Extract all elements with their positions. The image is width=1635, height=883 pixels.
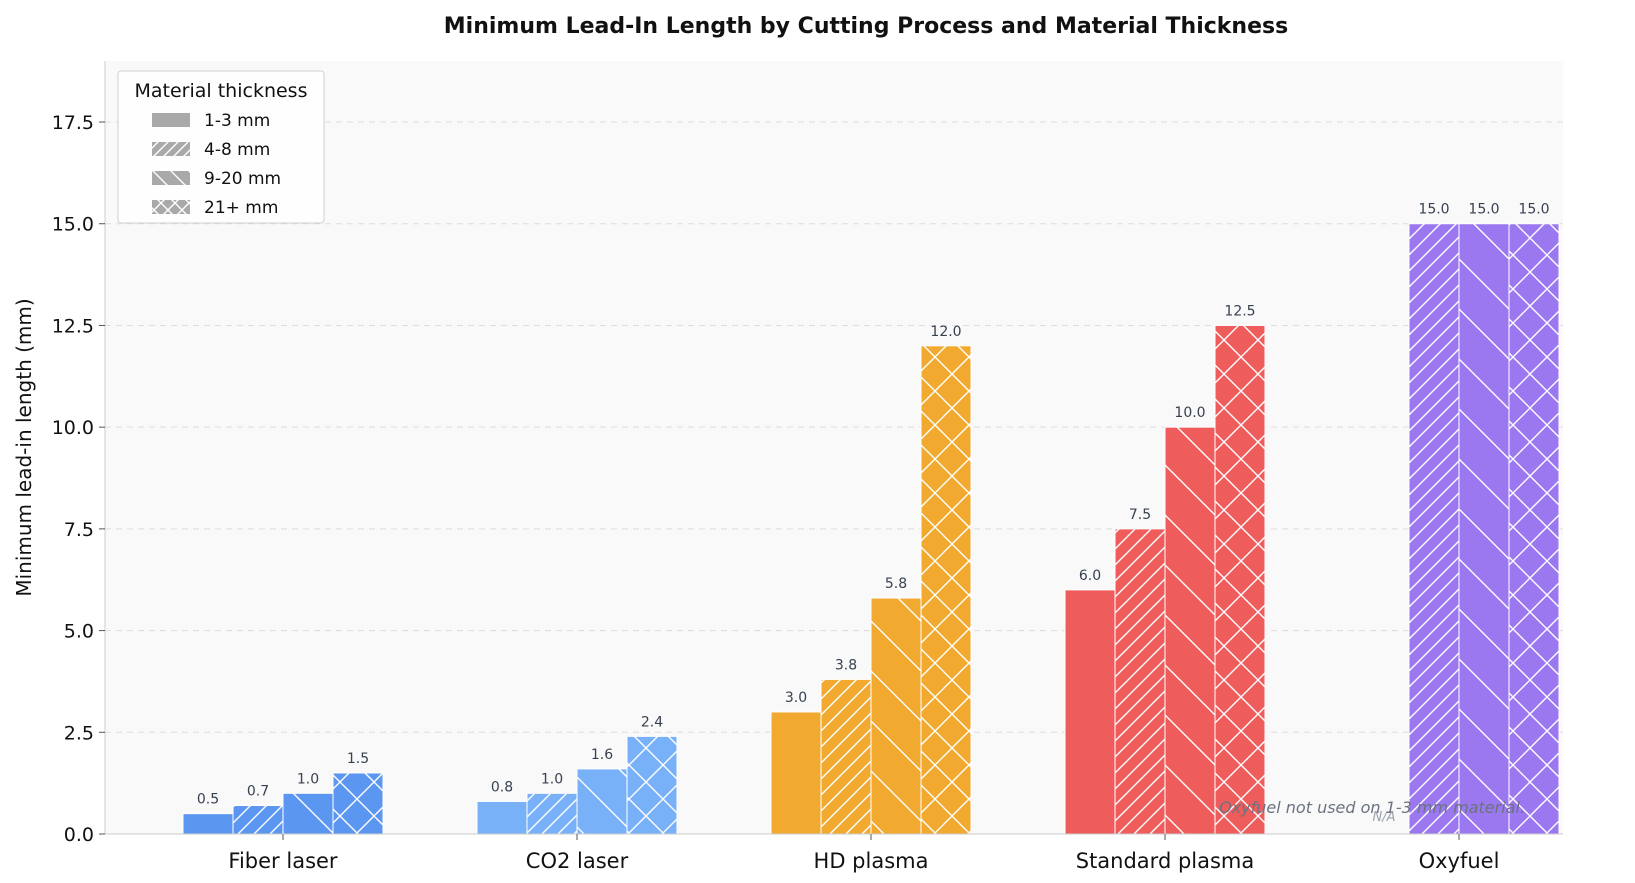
bar-hatch <box>921 345 971 834</box>
y-tick-label: 5.0 <box>64 621 94 643</box>
bar-hatch <box>333 772 383 834</box>
bar-value-label: 0.8 <box>491 779 513 795</box>
bar-value-label: 1.0 <box>541 771 563 787</box>
x-tick-label: HD plasma <box>814 849 929 873</box>
y-tick-label: 15.0 <box>52 214 94 236</box>
chart-title: Minimum Lead-In Length by Cutting Proces… <box>444 14 1288 39</box>
legend-swatch-hatch <box>152 142 190 156</box>
bar-value-label: 10.0 <box>1174 405 1205 421</box>
bar-value-label: 15.0 <box>1468 202 1499 218</box>
legend-swatch-hatch <box>152 171 190 185</box>
bar-hatch <box>233 805 283 834</box>
bar-hatch <box>1115 528 1165 834</box>
y-tick-label: 17.5 <box>52 112 94 134</box>
bar-value-label: 1.6 <box>591 747 613 763</box>
bar-value-label: 1.0 <box>297 771 319 787</box>
bar-hatch <box>577 768 627 834</box>
x-axis-ticks: Fiber laser CO2 laser HD plasma Standard pl… <box>228 834 1499 873</box>
bar-value-label: 15.0 <box>1418 202 1449 218</box>
bar <box>477 801 527 834</box>
bar-value-label: 5.8 <box>885 576 907 592</box>
bar-value-label: 0.7 <box>247 784 269 800</box>
legend-swatch <box>152 113 190 127</box>
bars <box>182 223 1560 835</box>
bar-hatch <box>527 793 577 834</box>
legend: Material thickness 1-3 mm 4-8 mm 9-20 mm 21… <box>117 70 325 224</box>
bar-hatch <box>1409 223 1459 835</box>
bar-value-label: 1.5 <box>347 751 369 767</box>
annotation-note: Oxyfuel not used on 1-3 mm material. <box>1219 798 1525 817</box>
x-tick-label: Standard plasma <box>1076 849 1255 873</box>
y-axis-label: Minimum lead-in length (mm) <box>12 298 36 596</box>
bar <box>771 711 821 834</box>
bar <box>183 813 233 834</box>
bar-value-label: 12.0 <box>930 324 961 340</box>
bar-value-label: 3.0 <box>785 690 807 706</box>
bar-value-label: 6.0 <box>1079 568 1101 584</box>
bar <box>1065 589 1115 834</box>
missing-value-label: N/A <box>1373 810 1396 825</box>
legend-label: 21+ mm <box>204 198 278 218</box>
bar-hatch <box>1215 325 1265 834</box>
y-tick-label: 0.0 <box>64 824 94 846</box>
bar-hatch <box>627 736 677 834</box>
bar-hatch <box>1509 223 1559 835</box>
y-tick-label: 7.5 <box>64 519 94 541</box>
legend-title: Material thickness <box>135 80 308 102</box>
bar-value-label: 2.4 <box>641 714 663 730</box>
legend-swatch-hatch <box>152 200 190 214</box>
bar-hatch <box>1459 223 1509 835</box>
x-tick-label: Fiber laser <box>228 849 338 873</box>
bar-value-label: 12.5 <box>1224 303 1255 319</box>
bar-value-label: 15.0 <box>1518 202 1549 218</box>
legend-label: 4-8 mm <box>204 140 270 160</box>
y-tick-label: 2.5 <box>64 722 94 744</box>
axes <box>104 61 1563 835</box>
y-tick-label: 12.5 <box>52 315 94 337</box>
bar-hatch <box>1165 427 1215 834</box>
value-labels: 0.5 0.7 1.0 1.5 0.8 1.0 1.6 2.4 3.0 3.8 5.8 12.0 6.0… <box>197 202 1550 808</box>
y-axis-ticks: 0.0 2.5 5.0 7.5 10.0 12.5 15.0 17.5 <box>52 112 105 846</box>
gridlines <box>105 121 1563 733</box>
bar-value-label: 7.5 <box>1129 507 1151 523</box>
bar-value-label: 3.8 <box>835 657 857 673</box>
bar-hatch <box>871 598 921 834</box>
legend-label: 1-3 mm <box>204 111 270 131</box>
bar-hatch <box>821 679 871 834</box>
legend-label: 9-20 mm <box>204 169 281 189</box>
x-tick-label: CO2 laser <box>526 849 629 873</box>
x-tick-label: Oxyfuel <box>1419 849 1500 873</box>
bar-value-label: 0.5 <box>197 792 219 808</box>
bar-hatch <box>283 793 333 834</box>
y-tick-label: 10.0 <box>52 417 94 439</box>
